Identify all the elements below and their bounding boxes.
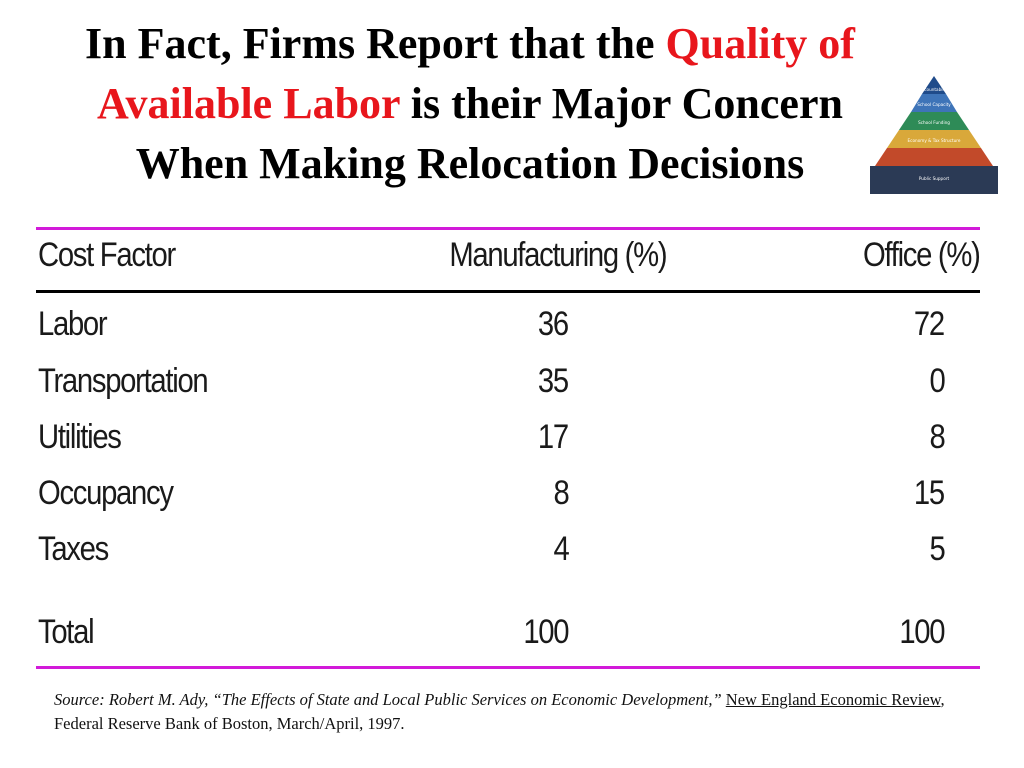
pyramid-logo: Accountability School Capacity School Fu… [870, 76, 998, 194]
manufacturing-value: 35 [538, 362, 569, 400]
header-manufacturing: Manufacturing (%) [449, 236, 667, 274]
pyramid-level-3 [899, 112, 969, 130]
pyramid-label: School Capacity [917, 102, 951, 107]
title-text: is their Major Concern [399, 79, 843, 128]
pyramid-level-2 [911, 94, 957, 112]
row-label: Occupancy [38, 474, 174, 512]
row-label: Transportation [38, 362, 209, 400]
title-line-3: When Making Relocation Decisions [135, 139, 805, 188]
office-value: 8 [929, 418, 945, 456]
table-top-rule [36, 227, 980, 230]
row-label: Labor [38, 305, 108, 343]
office-value: 5 [929, 530, 945, 568]
manufacturing-value: 36 [538, 305, 569, 343]
total-manufacturing: 100 [523, 613, 569, 651]
header-office: Office (%) [863, 236, 981, 274]
title-highlight: Available Labor [97, 79, 400, 128]
office-value: 72 [914, 305, 945, 343]
table-bottom-rule [36, 666, 980, 669]
total-office: 100 [899, 613, 945, 651]
manufacturing-value: 8 [553, 474, 569, 512]
pyramid-level-4 [887, 130, 981, 148]
source-text: Source: Robert M. Ady, “The Effects of S… [54, 690, 726, 709]
title-text: In Fact, Firms Report that the [85, 19, 666, 68]
title-highlight: Quality of [665, 19, 855, 68]
office-value: 0 [929, 362, 945, 400]
title-line-1: In Fact, Firms Report that the Quality o… [0, 14, 940, 74]
header-cost-factor: Cost Factor [38, 236, 176, 274]
pyramid-level-5 [875, 148, 993, 166]
title-line-2: Available Labor is their Major Concern [0, 74, 940, 134]
row-label: Taxes [38, 530, 109, 568]
row-label: Utilities [38, 418, 122, 456]
pyramid-label: Accountability [919, 87, 949, 92]
pyramid-level-1 [922, 76, 946, 94]
slide-title: In Fact, Firms Report that the Quality o… [0, 14, 940, 194]
source-citation: Source: Robert M. Ady, “The Effects of S… [54, 688, 954, 736]
manufacturing-value: 4 [553, 530, 569, 568]
pyramid-label: Economy & Tax Structure [908, 138, 961, 143]
pyramid-base [870, 166, 998, 194]
office-value: 15 [914, 474, 945, 512]
source-publisher: , Federal Reserve Bank of Boston, March/… [54, 690, 945, 733]
journal-link[interactable]: New England Economic Review [725, 690, 941, 709]
header-rule [36, 290, 980, 293]
pyramid-label: School Funding [918, 120, 950, 125]
manufacturing-value: 17 [538, 418, 569, 456]
pyramid-label: Public Support [919, 176, 950, 181]
total-label: Total [38, 613, 95, 651]
